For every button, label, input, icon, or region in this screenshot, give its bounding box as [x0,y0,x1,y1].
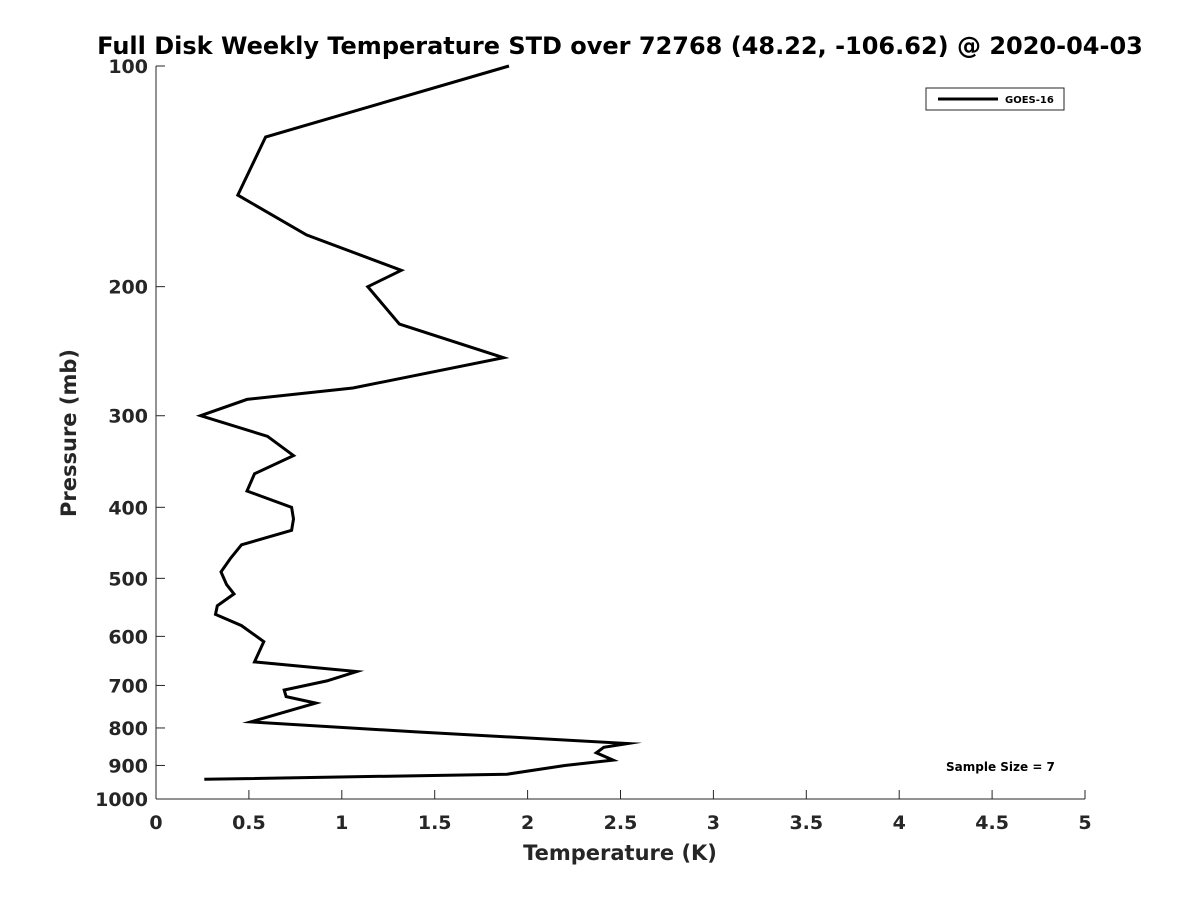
series-layer [195,64,643,781]
legend: GOES-16 [925,87,1065,111]
x-axis-label: Temperature (K) [523,841,717,865]
x-tick-label: 0 [149,812,162,834]
y-tick-label: 100 [108,56,148,78]
x-tick-label: 5 [1078,812,1091,834]
x-tick-label: 2.5 [604,812,638,834]
y-axis-label: Pressure (mb) [57,349,81,517]
series-line-goes-16 [195,64,643,781]
x-tick-label: 3.5 [789,812,823,834]
y-tick-label: 600 [108,626,148,648]
y-tick-label: 700 [108,675,148,697]
sample-size-annotation: Sample Size = 7 [946,760,1055,774]
legend-label-goes-16: GOES-16 [1005,95,1054,106]
y-tick-label: 800 [108,718,148,740]
y-ticks: 100 200 300 400 500 600 700 800 900 1000 [95,56,165,811]
y-tick-label: 500 [108,568,148,590]
x-tick-label: 1 [335,812,348,834]
y-tick-label: 900 [108,755,148,777]
x-tick-label: 3 [707,812,720,834]
x-ticks: 0 0.5 1 1.5 2 2.5 3 3.5 4 4.5 5 [149,790,1092,834]
y-tick-label: 200 [108,277,148,299]
x-tick-label: 0.5 [232,812,266,834]
y-tick-label: 1000 [95,789,148,811]
y-tick-label: 400 [108,497,148,519]
x-tick-label: 4 [893,812,906,834]
chart-title: Full Disk Weekly Temperature STD over 72… [97,32,1143,60]
x-tick-label: 1.5 [418,812,452,834]
y-tick-label: 300 [108,406,148,428]
x-tick-label: 2 [521,812,534,834]
x-tick-label: 4.5 [975,812,1009,834]
